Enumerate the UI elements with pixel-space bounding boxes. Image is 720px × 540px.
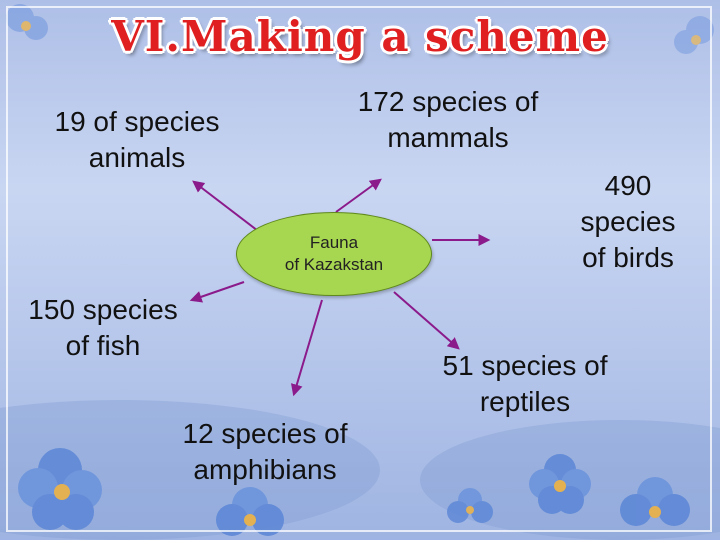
node-fish: 150 species of fish (28, 294, 178, 361)
flower-icon (529, 454, 591, 514)
flower-icon (18, 448, 102, 530)
arrow-to-mammals (335, 178, 382, 213)
flower-icon (447, 488, 493, 523)
arrow-to-amphibians (290, 299, 323, 397)
slide-title: VI.Making a scheme (111, 12, 609, 61)
node-reptiles: 51 species of reptiles (442, 350, 608, 417)
flower-icon (620, 477, 690, 526)
node-animals: 19 of species animals (54, 106, 220, 173)
node-mammals: 172 species of mammals (357, 86, 539, 153)
flower-icon (674, 16, 714, 54)
arrow-to-reptiles (393, 291, 460, 350)
node-birds: 490 species of birds (580, 170, 676, 273)
flower-icon (6, 4, 48, 40)
arrow-to-fish (189, 281, 245, 303)
slide-frame (6, 6, 712, 532)
arrow-to-animals (192, 180, 263, 235)
node-amphibians: 12 species of amphibians (182, 418, 348, 485)
center-node-fauna: Fauna of Kazakstan (236, 212, 432, 296)
flower-icon (216, 487, 284, 536)
